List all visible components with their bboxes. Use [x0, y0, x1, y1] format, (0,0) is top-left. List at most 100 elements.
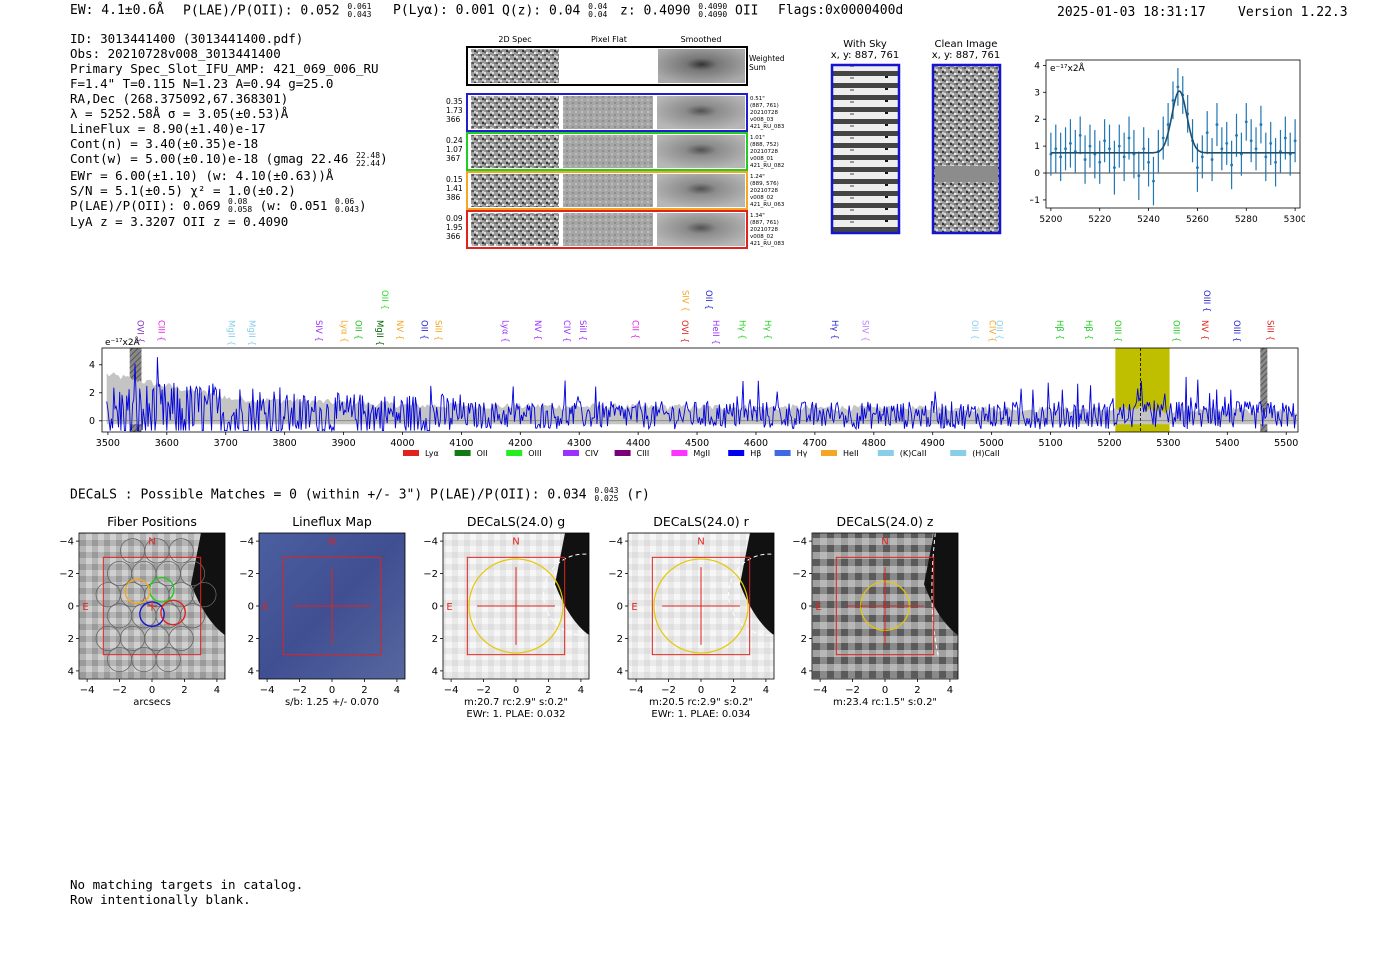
- cutout-row-left-label: 0.24: [446, 136, 463, 145]
- fit-chart-point: [1215, 123, 1219, 126]
- cutout-row-left-label: 0.15: [446, 175, 463, 184]
- cutout-row-2dspec: [471, 135, 559, 168]
- decals-compass-n: N: [512, 536, 519, 547]
- spectrum-masked-band: [1260, 348, 1268, 432]
- fiber-circle-highlight: [124, 578, 151, 605]
- info-gmag-hi: 22.48: [355, 150, 381, 160]
- fit-chart-point: [1210, 158, 1214, 161]
- spectrum-xtick-label: 4700: [803, 438, 827, 449]
- decals-xtick-label: 4: [214, 685, 220, 696]
- decals-panel-caption: m:20.7 rc:2.9" s:0.2": [464, 697, 568, 708]
- fit-chart-point: [1235, 133, 1238, 137]
- decals-xtick-label: 4: [947, 685, 953, 696]
- decals-xtick-label: 0: [329, 685, 335, 696]
- decals-ytick-label: 2: [68, 634, 74, 645]
- cutout-row-right-label: 421_RU_083: [750, 124, 785, 130]
- fit-chart-point: [1259, 123, 1263, 126]
- spectrum-legend-swatch: [728, 450, 745, 456]
- fit-chart-ylabel: e⁻¹⁷x2Å: [1050, 62, 1086, 74]
- decals-xtick-label: 2: [361, 685, 367, 696]
- info-params: F=1.4" T=0.115 N=1.23 A=0.94 g=25.0: [70, 76, 334, 91]
- spectrum-xtick-label: 4500: [685, 438, 709, 449]
- fit-chart-point: [1249, 139, 1253, 143]
- spectrum-line-label: OIII {: [1112, 320, 1122, 342]
- cutout-row-pixelflat: [563, 174, 653, 207]
- header-datetime: 2025-01-03 18:31:17: [1057, 5, 1206, 20]
- info-lambda: λ = 5252.58Å σ = 3.05(±0.53)Å: [70, 106, 289, 121]
- spectrum-legend-label: MgII: [693, 449, 710, 458]
- info-lyaz: LyA z = 3.3207 OII z = 0.4090: [70, 214, 289, 229]
- fit-chart-point: [1137, 174, 1141, 178]
- spectrum-legend-label: HeII: [843, 449, 859, 458]
- fiber-circle: [168, 625, 194, 652]
- fit-chart-point: [1220, 147, 1224, 151]
- decals-ytick-label: −4: [239, 537, 254, 548]
- spectrum-line-label: HeII {: [710, 320, 720, 345]
- cutout-row-2dspec: [471, 174, 559, 207]
- fit-chart-ytick-label: 1: [1034, 142, 1040, 152]
- decals-compass-n: N: [328, 536, 335, 547]
- fit-chart-point: [1078, 133, 1082, 137]
- spectrum-line-label: MgII {: [226, 320, 236, 346]
- spectrum-line-label: NV {: [394, 320, 404, 340]
- decals-panel-caption-2: EWr: 1. PLAE: 0.032: [466, 709, 565, 720]
- decals-xtick-label: 0: [513, 685, 519, 696]
- decals-compass-e: E: [815, 602, 821, 613]
- cutout-row-right-label: (887, 761): [750, 103, 779, 109]
- info-plae-w-lo: 0.043: [334, 205, 360, 214]
- header-version: Version 1.22.3: [1238, 5, 1348, 20]
- info-contw: Cont(w) = 5.00(±0.10)e-18 (gmag 22.46 22…: [70, 150, 388, 168]
- cutout-row-smoothed: [657, 213, 745, 246]
- decals-xtick-label: 4: [763, 685, 769, 696]
- col-label-2dspec: 2D Spec: [498, 35, 531, 44]
- decals-panel-title: Lineflux Map: [292, 514, 372, 529]
- spectrum-xtick-label: 3900: [331, 438, 355, 449]
- decals-panel-caption: arcsecs: [133, 697, 171, 708]
- header-qz-hi: 0.04: [588, 2, 608, 11]
- decals-xtick-label: 2: [914, 685, 920, 696]
- spectrum-legend-label: (H)CaII: [972, 449, 999, 458]
- spectrum-legend-label: CIV: [585, 449, 599, 458]
- info-plae-value: P(LAE)/P(OII): 0.069: [70, 197, 221, 213]
- header-plae: P(LAE)/P(OII): 0.052 0.061 0.043: [183, 3, 371, 19]
- decals-title-text: DECaLS : Possible Matches = 0 (within +/…: [70, 487, 587, 503]
- footer-line-1: No matching targets in catalog.: [70, 877, 304, 892]
- decals-xtick-label: 2: [181, 685, 187, 696]
- info-lineflux: LineFlux = 8.90(±1.40)e-17: [70, 121, 266, 136]
- spectrum-line-label: CII {: [629, 320, 639, 339]
- fit-chart-point: [1059, 155, 1063, 159]
- decals-xtick-label: −2: [112, 685, 127, 696]
- fit-chart-point: [1127, 136, 1131, 140]
- spectrum-xtick-label: 5400: [1215, 438, 1239, 449]
- cutout-row-right-label: 0.51": [750, 96, 765, 102]
- spectrum-line-label: OII {: [703, 290, 713, 310]
- cutout-row-right-label: 421_RU_063: [750, 202, 785, 208]
- spectrum-legend-swatch: [506, 450, 523, 456]
- cutout-row-right-label: v008_02: [750, 195, 774, 201]
- header-qz-range: 0.04 0.04: [588, 3, 607, 19]
- info-primary: Primary Spec_Slot_IFU_AMP: 421_069_006_R…: [70, 61, 379, 76]
- fit-chart-ytick-label: 4: [1034, 61, 1040, 71]
- decals-ytick-label: −2: [239, 569, 254, 580]
- decals-xtick-label: −4: [629, 685, 644, 696]
- clean-image-coords: x, y: 887, 761: [932, 50, 1001, 61]
- spectrum-xtick-label: 5100: [1038, 438, 1062, 449]
- spectrum-line-label: OII {: [379, 290, 389, 310]
- spectrum-legend-label: Hγ: [797, 449, 808, 458]
- decals-ytick-label: 2: [248, 634, 254, 645]
- spectrum-line-label: OII {: [993, 320, 1003, 340]
- spectrum-xtick-label: 5300: [1156, 438, 1180, 449]
- info-plae-lo: 0.058: [228, 205, 253, 214]
- decals-panel-title: DECaLS(24.0) r: [653, 514, 749, 529]
- info-block: ID: 3013441400 (3013441400.pdf) Obs: 202…: [70, 31, 388, 229]
- spectrum-line-label: SiII {: [577, 320, 587, 341]
- spectrum-line-label: OVI {: [679, 320, 689, 343]
- spectrum-line-labels: OVI {CIII {MgII {MgII {SIV {Lyα {OII {Mg…: [134, 290, 1274, 346]
- info-contn: Cont(n) = 3.40(±0.35)e-18: [70, 136, 259, 151]
- decals-compass-n: N: [148, 536, 155, 547]
- spectrum-ytick-label: 0: [89, 416, 95, 427]
- info-plae-hi: 0.08: [228, 197, 248, 206]
- fit-chart-point: [1254, 147, 1258, 151]
- spectrum-line-label: CIV {: [986, 320, 996, 342]
